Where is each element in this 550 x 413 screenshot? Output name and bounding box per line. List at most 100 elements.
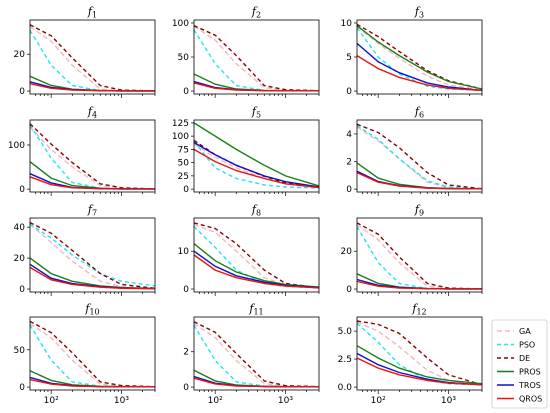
y-tick-label: 20 bbox=[14, 50, 26, 60]
y-tick-label: 0 bbox=[183, 383, 189, 393]
y-tick-label: 50 bbox=[178, 53, 190, 63]
series-line-ga bbox=[356, 224, 483, 290]
y-tick-label: 0 bbox=[183, 285, 189, 295]
panel-f12: f12 0.0 2.5 5.0 10² 10³ bbox=[338, 302, 483, 406]
y-tick-label: 0 bbox=[19, 383, 25, 393]
series-line-pros bbox=[29, 257, 156, 290]
legend-label-pso: PSO bbox=[519, 341, 535, 350]
panel-f7: f7 0 20 40 bbox=[14, 203, 156, 296]
y-tick-label: 40 bbox=[14, 223, 26, 233]
series-line-qros bbox=[29, 83, 155, 92]
series-line-pso bbox=[356, 125, 483, 190]
panel-title: f7 bbox=[87, 203, 97, 218]
plot-frame bbox=[193, 316, 320, 391]
series-line-pros bbox=[29, 161, 155, 190]
series-line-de bbox=[356, 23, 483, 90]
plot-frame bbox=[193, 19, 320, 95]
series-line-pros bbox=[193, 122, 320, 187]
series-line-pros bbox=[356, 25, 483, 90]
plot-frame bbox=[356, 316, 483, 391]
y-tick-label: 5 bbox=[346, 53, 352, 63]
x-tick-label: 10³ bbox=[278, 396, 293, 406]
series-line-qros bbox=[193, 148, 320, 189]
series-line-ga bbox=[193, 25, 320, 92]
series-line-ga bbox=[193, 224, 320, 289]
panel-title: f8 bbox=[251, 203, 261, 218]
panel-title: f6 bbox=[414, 105, 424, 120]
plot-frame bbox=[356, 119, 483, 193]
series-line-qros bbox=[193, 254, 320, 289]
panel-title: f1 bbox=[87, 5, 97, 20]
y-tick-label: 100 bbox=[172, 132, 189, 142]
y-tick-label: 2 bbox=[183, 348, 189, 358]
panel-title: f10 bbox=[84, 302, 99, 317]
panel-title: f5 bbox=[251, 105, 261, 120]
panel-f11: f11 0 2 10² 10³ bbox=[183, 302, 320, 406]
x-tick-label: 10² bbox=[44, 396, 59, 406]
series-line-qros bbox=[29, 176, 155, 190]
series-line-qros bbox=[29, 266, 156, 290]
y-tick-label: 0 bbox=[346, 285, 352, 295]
y-tick-label: 50 bbox=[14, 346, 26, 356]
series-line-pros bbox=[29, 75, 155, 92]
panel-title: f2 bbox=[251, 5, 261, 20]
plot-frame bbox=[193, 119, 320, 193]
y-tick-label: 125 bbox=[172, 119, 189, 129]
legend-box bbox=[491, 319, 548, 409]
y-tick-label: 100 bbox=[8, 141, 25, 151]
y-tick-label: 0 bbox=[346, 87, 352, 97]
series-line-qros bbox=[356, 55, 483, 92]
series-line-de bbox=[356, 123, 483, 190]
series-line-pso bbox=[356, 322, 483, 386]
y-tick-label: 20 bbox=[14, 254, 26, 264]
series-line-qros bbox=[193, 82, 319, 92]
y-tick-label: 0 bbox=[183, 185, 189, 195]
legend-label-qros: QROS bbox=[519, 395, 542, 404]
legend-label-de: DE bbox=[519, 354, 530, 363]
series-line-de bbox=[356, 320, 483, 386]
legend-label-tros: TROS bbox=[518, 381, 541, 390]
panel-title: f4 bbox=[87, 105, 97, 120]
series-line-de bbox=[193, 25, 320, 92]
y-tick-label: 50 bbox=[178, 159, 190, 169]
series-line-pros bbox=[356, 162, 483, 190]
series-line-qros bbox=[356, 357, 483, 386]
series-line-pros bbox=[356, 345, 483, 385]
y-tick-label: 25 bbox=[178, 172, 189, 182]
series-line-ga bbox=[29, 223, 156, 289]
y-tick-label: 0 bbox=[346, 185, 352, 195]
panel-f2: f2 0 50 100 bbox=[172, 5, 320, 98]
panel-f8: f8 0 10 bbox=[178, 203, 320, 296]
y-tick-label: 100 bbox=[172, 19, 189, 29]
plot-frame bbox=[29, 316, 156, 391]
series-line-ga bbox=[356, 126, 483, 190]
series-line-qros bbox=[29, 378, 155, 388]
panel-title: f3 bbox=[414, 5, 424, 20]
series-line-tros bbox=[193, 141, 320, 188]
series-line-ga bbox=[29, 26, 156, 92]
y-tick-label: 0 bbox=[19, 185, 25, 195]
panel-f4: f4 0 100 bbox=[8, 105, 156, 196]
panel-f10: f10 0 50 10² 10³ bbox=[14, 302, 156, 406]
series-line-pros bbox=[193, 369, 319, 388]
y-tick-label: 20 bbox=[341, 247, 353, 257]
panel-f6: f6 0 2 4 bbox=[346, 105, 483, 196]
x-tick-label: 10² bbox=[371, 396, 386, 406]
legend: GA PSO DE PROS TROS QROS bbox=[491, 319, 548, 409]
panel-f1: f1 0 20 bbox=[14, 5, 156, 98]
x-tick-label: 10² bbox=[208, 396, 223, 406]
series-line-tros bbox=[356, 42, 483, 92]
y-tick-label: 0 bbox=[19, 87, 25, 97]
series-line-pso bbox=[193, 140, 320, 189]
series-line-pso bbox=[29, 29, 155, 92]
series-line-de bbox=[193, 321, 320, 388]
panel-f3: f3 0 5 10 bbox=[341, 5, 483, 98]
y-tick-label: 0 bbox=[19, 285, 25, 295]
series-line-ga bbox=[356, 25, 483, 91]
series-line-qros bbox=[356, 280, 482, 290]
panel-title: f9 bbox=[414, 203, 424, 218]
y-tick-label: 2 bbox=[346, 158, 352, 168]
series-line-ga bbox=[193, 322, 320, 388]
legend-label-pros: PROS bbox=[519, 368, 541, 377]
